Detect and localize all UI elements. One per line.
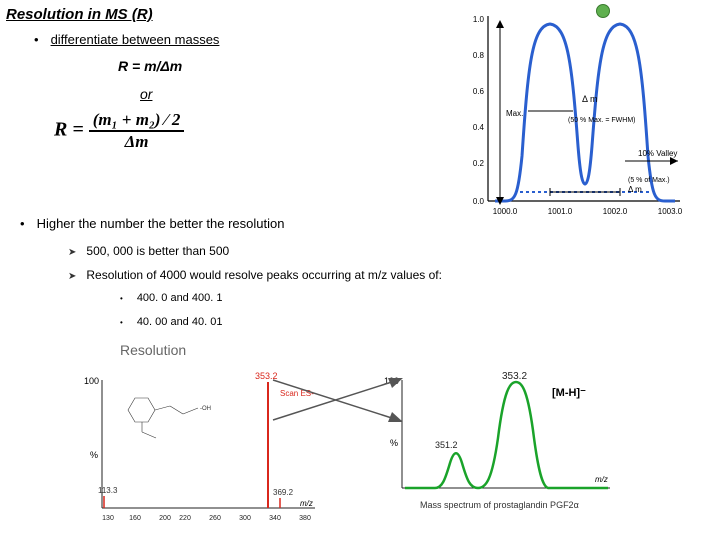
- dot-icon: •: [120, 318, 123, 327]
- bullet-text: differentiate between masses: [51, 32, 220, 47]
- example-2: • 40. 00 and 40. 01: [120, 316, 222, 328]
- arrow-icon: ➤: [68, 271, 76, 282]
- or-label: or: [140, 86, 152, 102]
- example-1: • 400. 0 and 400. 1: [120, 292, 222, 304]
- xt: 160: [129, 515, 141, 522]
- ytick: 0.8: [473, 51, 485, 60]
- formula-lhs: R =: [54, 119, 84, 141]
- green-caption: Mass spectrum of prostaglandin PGF2α: [420, 500, 579, 510]
- dm-bot: Δ m: [628, 185, 642, 194]
- sub-text: Resolution of 4000 would resolve peaks o…: [86, 268, 442, 282]
- formula-num: (m₁ + m₂) ⁄ 2: [89, 110, 185, 132]
- ytick: 0.2: [473, 159, 485, 168]
- valley2-label: (5 % of Max.): [628, 177, 670, 184]
- resolution-label: Resolution: [120, 342, 186, 358]
- ytick: 0.0: [473, 197, 485, 206]
- green-spectrum-chart: 100 % m/z 353.2 351.2 [M-H]⁻ Mass spectr…: [380, 368, 620, 518]
- mol-oh: -OH: [200, 406, 211, 412]
- xt: 300: [239, 515, 251, 522]
- xt: 130: [102, 515, 114, 522]
- pct-label: %: [390, 438, 398, 448]
- peak-351: 351.2: [435, 440, 458, 450]
- xtick: 1003.0: [658, 207, 683, 216]
- ex-text: 40. 00 and 40. 01: [137, 316, 223, 328]
- xtick: 1000.0: [493, 207, 518, 216]
- bullet-text: Higher the number the better the resolut…: [37, 216, 285, 231]
- ytick-100: 100: [84, 376, 99, 386]
- peak-353g: 353.2: [502, 371, 527, 382]
- xt: 380: [299, 515, 311, 522]
- connector-arrow: [268, 370, 408, 430]
- pct-label: %: [90, 450, 98, 460]
- ytick: 0.4: [473, 123, 485, 132]
- green-dot-icon: [596, 4, 610, 18]
- xt: 260: [209, 515, 221, 522]
- sub-bullet-500k: ➤ 500, 000 is better than 500: [68, 244, 229, 258]
- peak-369: 369.2: [273, 488, 294, 497]
- xtick: 1002.0: [603, 207, 628, 216]
- mz-label: m/z: [595, 475, 608, 484]
- arrow-icon: ➤: [68, 247, 76, 258]
- bullet-dot: •: [20, 216, 25, 231]
- max-label: Max.: [506, 109, 523, 118]
- fwhm-label: (50 % Max. = FWHM): [568, 117, 635, 124]
- dm-top: Δ m: [582, 94, 598, 104]
- formula-den: Δm: [89, 132, 185, 152]
- bullet-differentiate: • differentiate between masses: [34, 32, 219, 47]
- mh-label: [M-H]⁻: [552, 387, 586, 399]
- formula-fraction: R = (m₁ + m₂) ⁄ 2 Δm: [54, 110, 184, 152]
- sub-bullet-4000: ➤ Resolution of 4000 would resolve peaks …: [68, 268, 442, 282]
- sub-text: 500, 000 is better than 500: [86, 244, 229, 258]
- valley-label: 10% Valley: [638, 149, 677, 158]
- xtick: 1001.0: [548, 207, 573, 216]
- ex-text: 400. 0 and 400. 1: [137, 292, 223, 304]
- xt: 220: [179, 515, 191, 522]
- xt: 200: [159, 515, 171, 522]
- ytick: 0.6: [473, 87, 485, 96]
- peak-resolution-chart: 1.0 0.8 0.6 0.4 0.2 0.0 1000.0 1001.0 10…: [460, 6, 690, 221]
- dot-icon: •: [120, 294, 123, 303]
- bullet-higher: • Higher the number the better the resolu…: [20, 216, 284, 231]
- peak-113: 113.3: [98, 486, 118, 495]
- formula-simple: R = m/Δm: [118, 58, 182, 74]
- bullet-dot: •: [34, 32, 39, 47]
- ytick: 1.0: [473, 15, 485, 24]
- xt: 340: [269, 515, 281, 522]
- page-title: Resolution in MS (R): [6, 6, 153, 23]
- formula-frac: (m₁ + m₂) ⁄ 2 Δm: [89, 110, 185, 152]
- mz-label: m/z: [300, 499, 313, 508]
